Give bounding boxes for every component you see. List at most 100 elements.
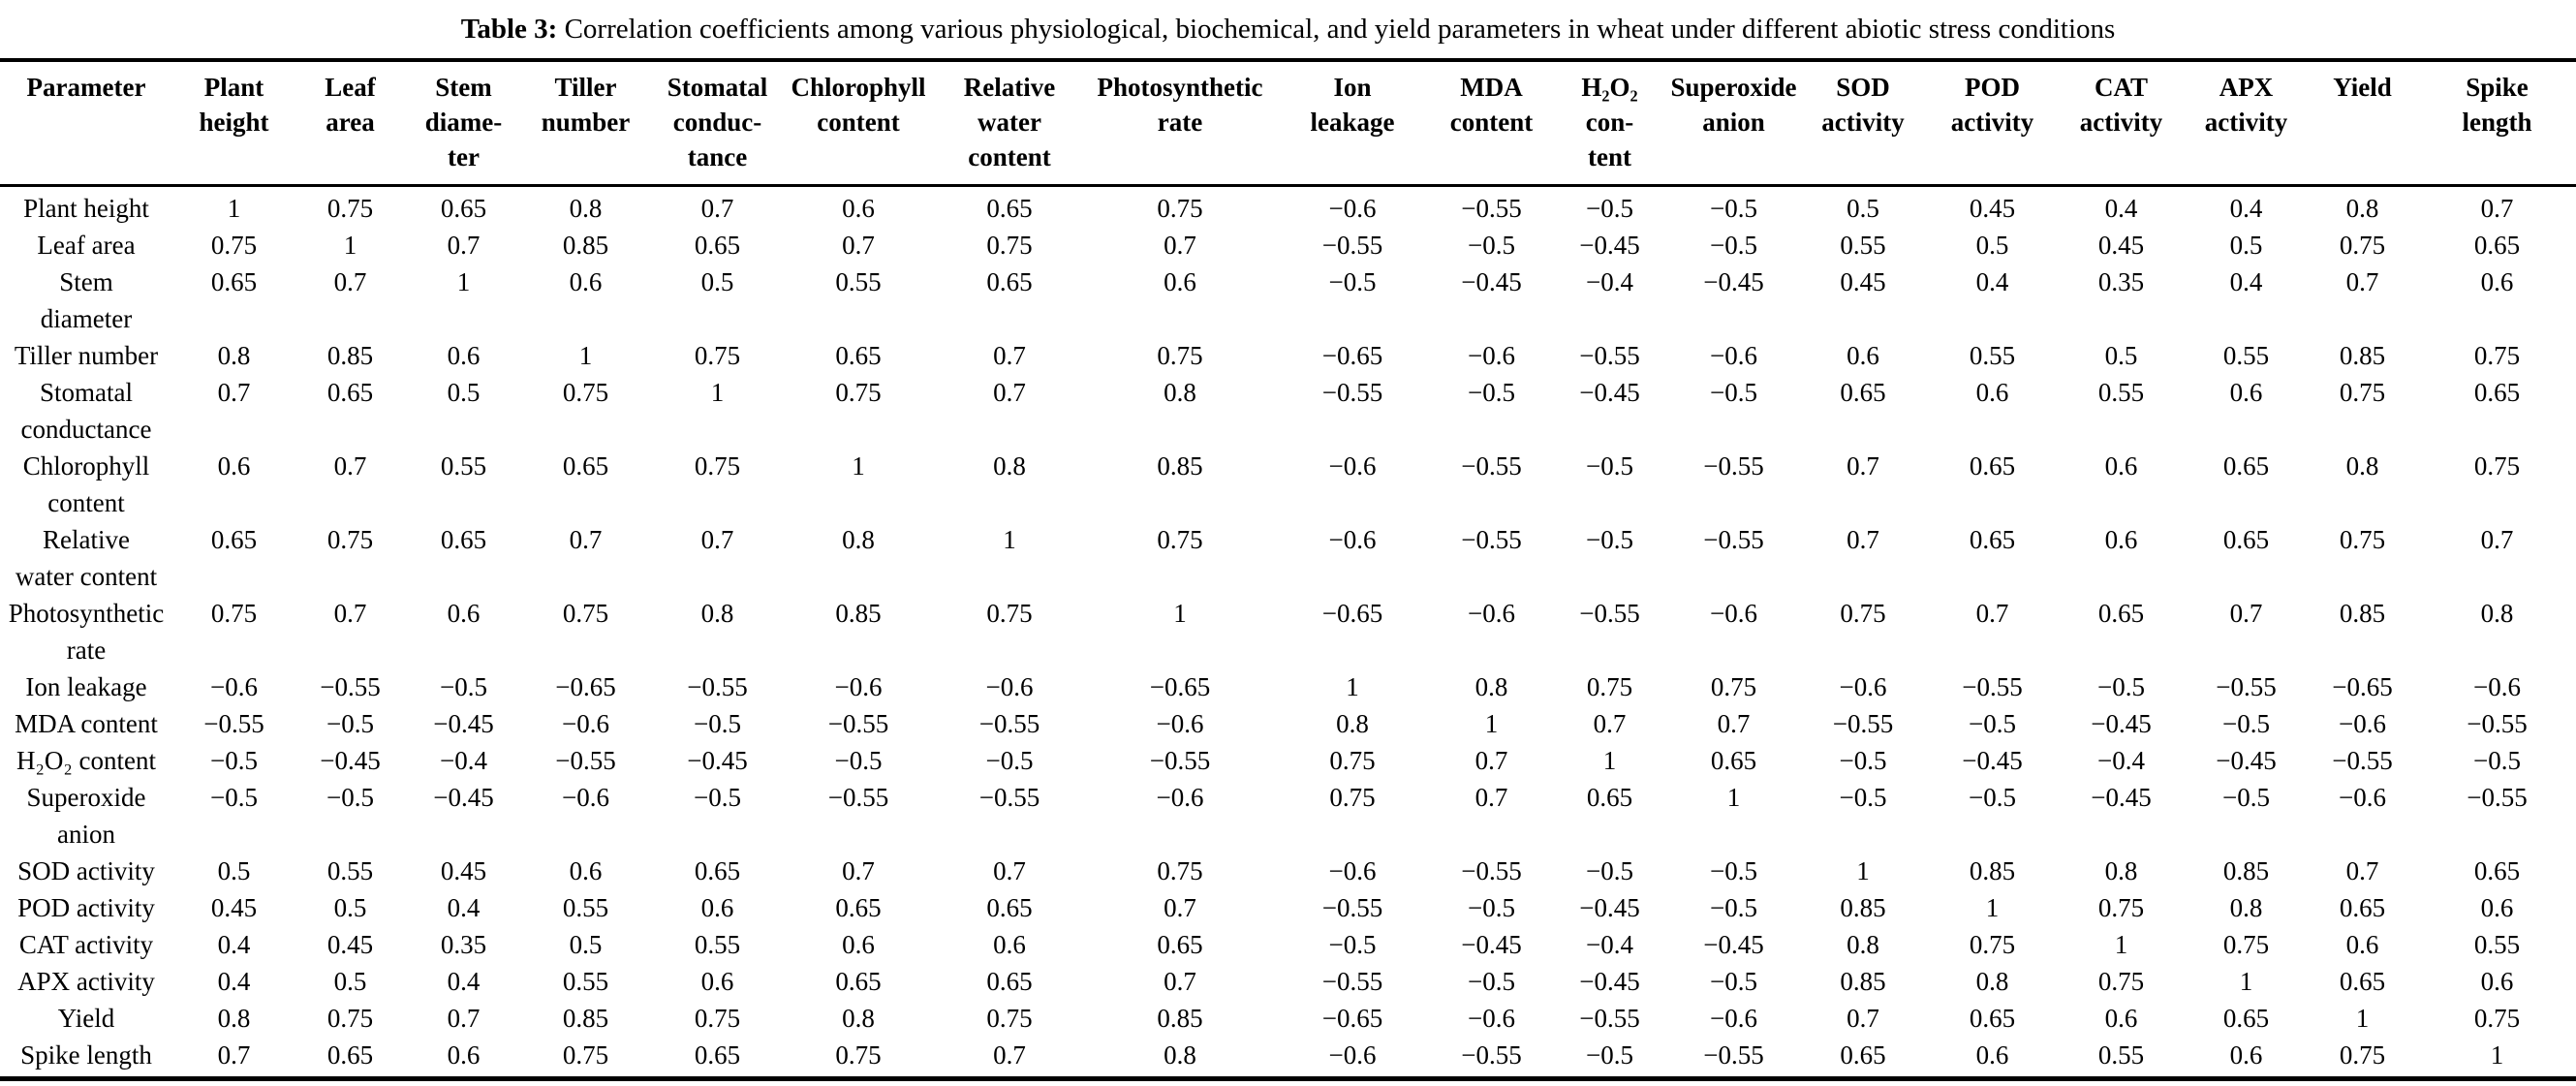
correlation-cell: −0.55 [1703,451,1764,481]
correlation-cell: 0.7 [217,378,251,407]
row-label-line: Plant height [23,194,149,223]
correlation-cell: −0.55 [1321,378,1383,407]
correlation-cell: 0.6 [2229,1040,2263,1070]
correlation-cell: −0.5 [1468,893,1515,922]
correlation-cell: 0.75 [694,341,741,370]
correlation-cell: 0.45 [440,856,487,885]
correlation-cell: 0.65 [835,893,882,922]
column-header-line: H₂O₂ [1581,73,1638,102]
correlation-cell: 0.45 [2097,231,2145,260]
correlation-cell: 0.75 [2097,967,2145,996]
correlation-cell: 0.7 [1474,783,1508,812]
correlation-cell: 0.85 [1969,856,2016,885]
correlation-cell: 0.7 [1847,451,1879,481]
correlation-cell: −0.4 [1586,930,1633,959]
correlation-cell: 0.5 [2104,341,2138,370]
correlation-cell: −0.6 [1328,1040,1377,1070]
correlation-cell: 0.75 [1710,672,1757,701]
column-header-line: APX [2219,73,2274,102]
row-label-line: anion [57,820,115,849]
correlation-cell: 0.75 [2339,231,2386,260]
correlation-cell: 1 [1346,672,1359,701]
correlation-cell: −0.5 [1710,231,1757,260]
correlation-cell: 0.4 [2229,267,2263,296]
correlation-cell: 0.7 [1164,231,1196,260]
correlation-cell: −0.5 [985,746,1034,775]
correlation-cell: −0.55 [1321,967,1383,996]
correlation-cell: 0.75 [2473,451,2521,481]
correlation-cell: 0.85 [835,599,882,628]
correlation-cell: −0.6 [1328,451,1377,481]
column-header: Stomatal conduc-tance [649,60,786,186]
correlation-cell: −0.6 [1468,599,1515,628]
correlation-cell: 0.75 [1157,525,1203,554]
correlation-cell: −0.6 [2473,672,2521,701]
correlation-cell: 0.75 [1157,856,1203,885]
table-row: CAT activity 0.4 0.45 0.35 0.5 0.55 0.6 0.6 0.65… [0,926,2576,963]
correlation-cell: 0.7 [2345,856,2379,885]
correlation-cell: 0.65 [986,967,1033,996]
correlation-cell: 0.7 [333,451,367,481]
correlation-cell: 1 [456,267,471,296]
row-label-line: Yield [57,1004,115,1033]
row-label-line: Spike length [20,1040,152,1070]
correlation-cell: 0.7 [700,525,734,554]
correlation-cell: 0.75 [2339,378,2386,407]
correlation-cell: −0.45 [433,783,494,812]
correlation-cell: −0.6 [1328,856,1377,885]
correlation-cell: 0.35 [2097,267,2145,296]
correlation-cell: −0.55 [1962,672,2023,701]
row-label-line: H₂O₂ content [16,746,157,775]
correlation-cell: 0.75 [835,1040,882,1070]
correlation-cell: 0.75 [986,599,1033,628]
column-header: SOD activity [1798,60,1928,186]
correlation-cell: 0.6 [2104,525,2138,554]
correlation-cell: 0.7 [993,1040,1026,1070]
correlation-cell: −0.5 [440,672,487,701]
correlation-cell: 0.5 [700,267,734,296]
column-header-line: rate [1157,108,1203,137]
correlation-cell: 0.5 [569,930,603,959]
correlation-cell: 1 [710,378,725,407]
correlation-cell: 0.75 [2222,930,2270,959]
correlation-cell: −0.55 [1579,341,1640,370]
correlation-cell: 0.75 [1840,599,1886,628]
table-row: Spike length 0.7 0.65 0.6 0.75 0.65 0.75 0.7 0.8… [0,1037,2576,1079]
correlation-cell: 0.7 [1975,599,2009,628]
correlation-cell: 0.75 [1157,341,1203,370]
correlation-cell: 0.8 [2104,856,2138,885]
row-label: Leaf area [0,227,172,264]
correlation-cell: −0.55 [1703,525,1764,554]
correlation-cell: 0.55 [2097,1040,2145,1070]
correlation-cell: 0.45 [1840,267,1886,296]
column-header-line: MDA [1460,73,1523,102]
correlation-cell: 0.8 [1164,378,1196,407]
correlation-cell: −0.55 [1461,1040,1522,1070]
column-header-line: activity [2079,108,2163,137]
correlation-cell: 0.75 [1969,930,2016,959]
correlation-cell: 0.65 [326,1040,374,1070]
correlation-cell: 0.7 [1164,893,1196,922]
correlation-cell: −0.5 [1710,378,1757,407]
correlation-cell: 0.5 [1847,194,1879,223]
column-header-line: content [968,142,1051,171]
column-header-line: Stomatal [667,73,768,102]
correlation-cell: −0.5 [1969,709,2016,738]
correlation-cell: −0.4 [440,746,487,775]
correlation-cell: 0.75 [326,194,374,223]
correlation-cell: 0.65 [2222,1004,2270,1033]
correlation-cell: 0.65 [694,856,741,885]
row-label: Superoxide anion [0,779,172,853]
correlation-cell: −0.5 [834,746,883,775]
column-header-line: Chlorophyll [791,73,926,102]
correlation-cell: 0.65 [1969,525,2016,554]
correlation-cell: 0.65 [440,194,487,223]
correlation-cell: −0.5 [210,746,258,775]
correlation-cell: 0.6 [700,893,734,922]
correlation-cell: 0.5 [1975,231,2009,260]
row-label: Ion leakage [0,668,172,705]
correlation-cell: −0.55 [978,709,1040,738]
correlation-cell: 0.7 [993,341,1026,370]
column-header: Chlorophyll content [786,60,931,186]
correlation-cell: 0.65 [2473,378,2521,407]
